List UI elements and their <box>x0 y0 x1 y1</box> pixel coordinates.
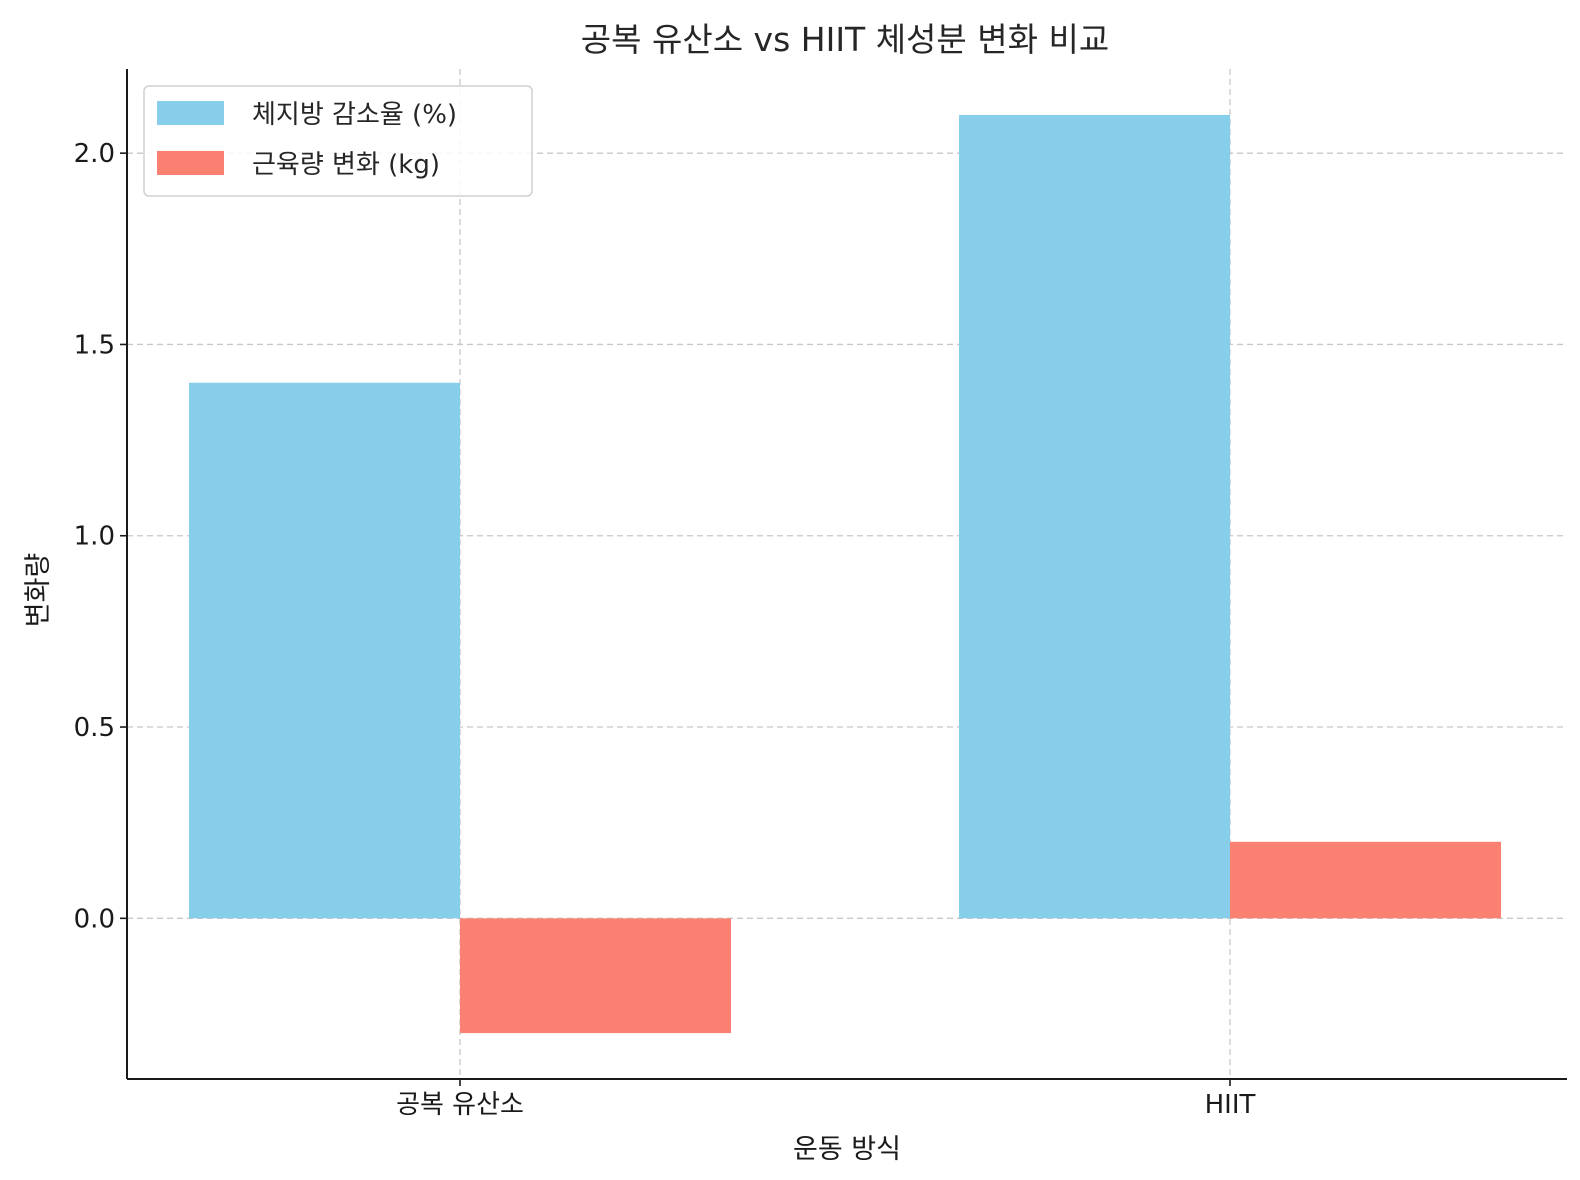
bar-body-fat-1 <box>959 114 1230 919</box>
y-tick-label: 0.0 <box>74 904 115 934</box>
axes <box>126 69 1567 1080</box>
y-tick-label: 1.5 <box>74 330 115 360</box>
legend: 체지방 감소율 (%) 근육량 변화 (kg) <box>143 85 533 197</box>
legend-label-body-fat: 체지방 감소율 (%) <box>252 100 457 130</box>
bars <box>189 114 1501 1034</box>
legend-swatch-muscle <box>157 151 224 175</box>
tick-labels: 0.0 0.5 1.0 1.5 2.0 공복 유산소 HIIT <box>74 139 1256 1120</box>
y-axis-label: 변화량 <box>23 553 54 628</box>
bar-body-fat-0 <box>189 382 460 919</box>
bar-muscle-1 <box>1230 841 1501 919</box>
legend-label-muscle: 근육량 변화 (kg) <box>252 150 440 180</box>
x-axis-label: 운동 방식 <box>793 1134 901 1165</box>
legend-swatch-body-fat <box>157 101 224 125</box>
y-tick-label: 2.0 <box>74 139 115 169</box>
y-tick-label: 1.0 <box>74 522 115 552</box>
y-tick-label: 0.5 <box>74 713 115 743</box>
chart-title: 공복 유산소 vs HIIT 체성분 변화 비교 <box>581 20 1109 59</box>
x-tick-label: HIIT <box>1205 1090 1256 1120</box>
legend-box <box>143 85 533 197</box>
bar-muscle-0 <box>460 918 731 1034</box>
x-tick-label: 공복 유산소 <box>396 1090 524 1120</box>
